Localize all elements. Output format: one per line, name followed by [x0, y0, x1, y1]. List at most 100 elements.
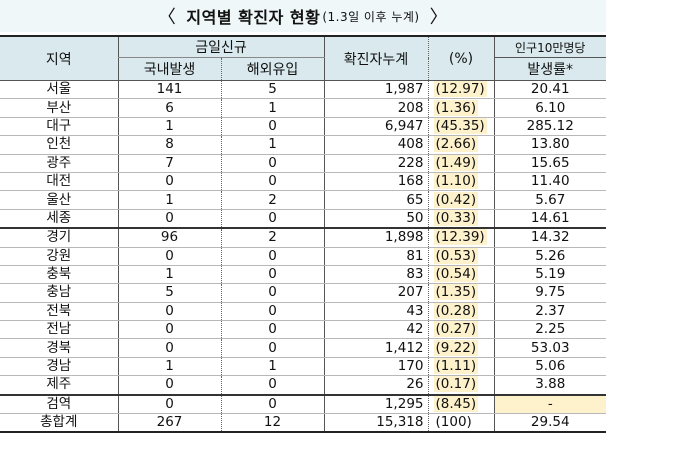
domestic-cell: 141 [117, 80, 221, 100]
cumulative-cell: 42 [323, 320, 428, 340]
domestic-cell: 7 [117, 154, 221, 173]
rate-cell: 2.37 [493, 302, 606, 322]
percent-cell: (1.49) [427, 154, 494, 173]
title-close-bracket: 〉 [429, 7, 449, 28]
rate-cell: 9.75 [493, 283, 606, 303]
region-cell: 경기 [0, 227, 118, 248]
percent-value: (0.33) [433, 209, 479, 226]
region-cell: 서울 [0, 80, 118, 100]
percent-value: (1.10) [433, 173, 479, 190]
domestic-cell: 1 [117, 117, 221, 137]
overseas-cell: 0 [220, 302, 324, 322]
table-row: 총합계 267 12 15,318 (100) 29.54 [0, 413, 606, 434]
rate-cell: 29.54 [493, 413, 606, 434]
table-row: 대구 1 0 6,947 (45.35) 285.12 [0, 117, 606, 137]
overseas-cell: 12 [220, 413, 324, 434]
domestic-cell: 0 [117, 172, 221, 192]
percent-cell: (1.35) [427, 283, 494, 303]
rate-cell: 5.19 [493, 265, 606, 285]
table-row: 충남 5 0 207 (1.35) 9.75 [0, 283, 606, 303]
table-row: 경북 0 0 1,412 (9.22) 53.03 [0, 338, 606, 358]
overseas-cell: 1 [220, 135, 324, 155]
overseas-cell: 0 [220, 209, 324, 229]
cumulative-cell: 43 [323, 302, 428, 322]
percent-cell: (1.10) [427, 172, 494, 192]
cumulative-cell: 170 [323, 357, 428, 377]
table-row: 강원 0 0 81 (0.53) 5.26 [0, 247, 606, 266]
percent-value: (8.45) [433, 395, 479, 412]
region-cell: 세종 [0, 209, 118, 229]
percent-value: (0.17) [433, 376, 479, 393]
cumulative-cell: 228 [323, 154, 428, 173]
domestic-cell: 0 [117, 302, 221, 322]
cumulative-cell: 1,987 [323, 80, 428, 100]
cumulative-cell: 15,318 [323, 413, 428, 434]
header-per100k-top: 인구10만명당 [493, 35, 606, 58]
percent-value: (12.97) [433, 81, 487, 98]
region-cell: 인천 [0, 135, 118, 155]
table-row: 전남 0 0 42 (0.27) 2.25 [0, 320, 606, 340]
cumulative-cell: 1,295 [323, 393, 428, 415]
rate-cell: 14.32 [493, 227, 606, 248]
table-row: 검역 0 0 1,295 (8.45) - [0, 393, 606, 415]
overseas-cell: 2 [220, 227, 324, 248]
region-cell: 광주 [0, 154, 118, 173]
cumulative-cell: 83 [323, 265, 428, 285]
region-cell: 대구 [0, 117, 118, 137]
cumulative-cell: 408 [323, 135, 428, 155]
percent-cell: (0.33) [427, 209, 494, 229]
table-row: 전북 0 0 43 (0.28) 2.37 [0, 302, 606, 322]
percent-value: (0.54) [433, 266, 479, 283]
percent-cell: (45.35) [427, 117, 494, 137]
percent-cell: (12.97) [427, 80, 494, 100]
table-row: 서울 141 5 1,987 (12.97) 20.41 [0, 80, 606, 100]
cumulative-cell: 50 [323, 209, 428, 229]
region-cell: 전남 [0, 320, 118, 340]
table-row: 경남 1 1 170 (1.11) 5.06 [0, 357, 606, 377]
percent-value: (1.36) [433, 99, 479, 116]
rate-cell: 20.41 [493, 80, 606, 100]
cumulative-cell: 168 [323, 172, 428, 192]
percent-cell: (2.66) [427, 135, 494, 155]
region-cell: 검역 [0, 393, 118, 415]
domestic-cell: 8 [117, 135, 221, 155]
cumulative-cell: 207 [323, 283, 428, 303]
overseas-cell: 0 [220, 283, 324, 303]
percent-value: (0.27) [433, 321, 479, 338]
percent-value: (1.49) [433, 154, 479, 171]
percent-cell: (1.11) [427, 357, 494, 377]
percent-value: (100) [435, 414, 472, 431]
table-title: 〈 지역별 확진자 현황 (1.3일 이후 누계) 〉 [0, 0, 606, 32]
title-open-bracket: 〈 [157, 7, 177, 28]
percent-value: (12.39) [433, 229, 487, 246]
table-row: 세종 0 0 50 (0.33) 14.61 [0, 209, 606, 229]
region-cell: 충남 [0, 283, 118, 303]
region-cell: 강원 [0, 247, 118, 266]
domestic-cell: 6 [117, 98, 221, 118]
region-cell: 경남 [0, 357, 118, 377]
percent-cell: (0.17) [427, 375, 494, 396]
region-cell: 전북 [0, 302, 118, 322]
rate-cell: 14.61 [493, 209, 606, 229]
overseas-cell: 0 [220, 320, 324, 340]
domestic-cell: 0 [117, 320, 221, 340]
region-cell: 대전 [0, 172, 118, 192]
domestic-cell: 0 [117, 209, 221, 229]
overseas-cell: 0 [220, 265, 324, 285]
overseas-cell: 0 [220, 117, 324, 137]
rate-cell: 5.67 [493, 190, 606, 210]
cumulative-cell: 1,898 [323, 227, 428, 248]
percent-cell: (0.54) [427, 265, 494, 285]
rate-cell: 6.10 [493, 98, 606, 118]
cases-by-region-table: 지역 금일신규 확진자누계 (%) 인구10만명당 국내발생 해외유입 발생률*… [0, 35, 606, 434]
overseas-cell: 0 [220, 172, 324, 192]
cumulative-cell: 208 [323, 98, 428, 118]
title-main: 지역별 확진자 현황 [186, 8, 321, 27]
overseas-cell: 0 [220, 247, 324, 266]
cumulative-cell: 26 [323, 375, 428, 396]
domestic-cell: 1 [117, 190, 221, 210]
rate-cell: 3.88 [493, 375, 606, 396]
table-body: 서울 141 5 1,987 (12.97) 20.41 부산 6 1 208 (1.36) 6.10… [0, 80, 606, 434]
cumulative-cell: 65 [323, 190, 428, 210]
